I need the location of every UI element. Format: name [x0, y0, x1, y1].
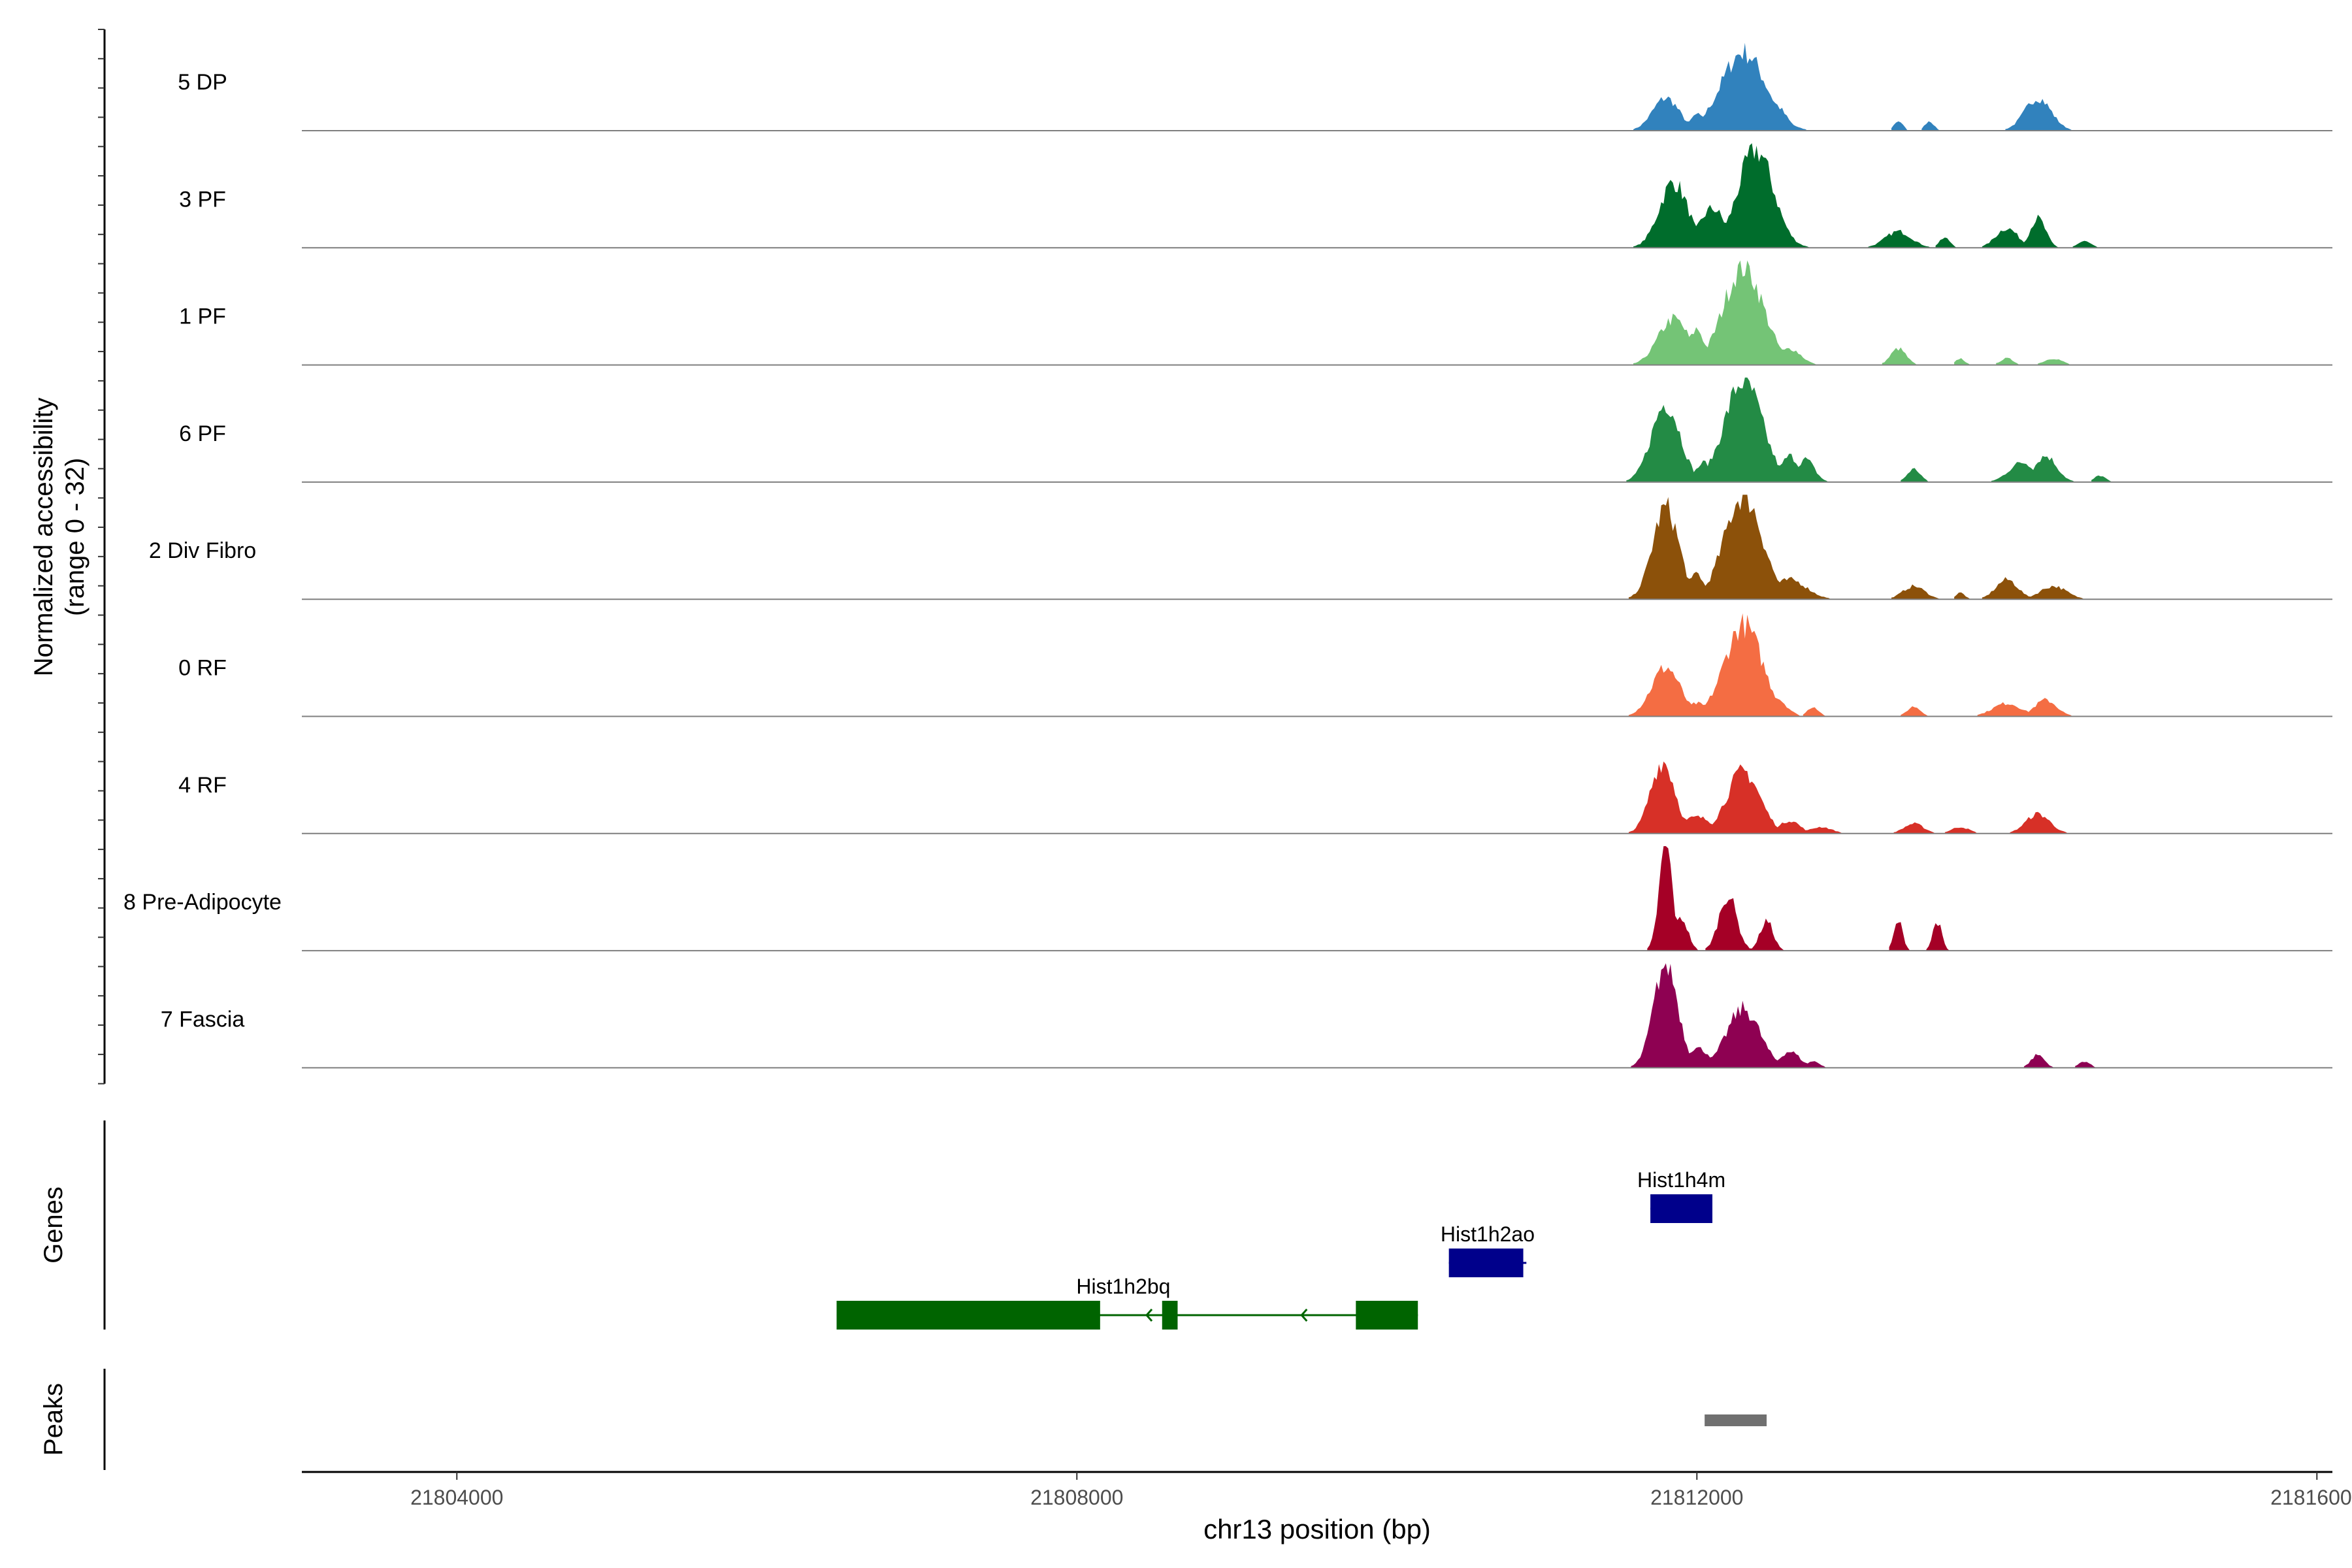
peaks-panel — [103, 1369, 1767, 1470]
x-tick-label: 21812000 — [1650, 1486, 1743, 1509]
gene-exon — [836, 1301, 1100, 1330]
genes-panel-label: Genes — [39, 1186, 68, 1264]
coverage-area — [1628, 761, 2068, 834]
x-axis-label: chr13 position (bp) — [1203, 1514, 1431, 1544]
gene-exon — [1448, 1249, 1524, 1277]
peaks-panel-label: Peaks — [39, 1383, 68, 1456]
track-7-fascia: 7 Fascia — [161, 963, 2332, 1069]
accessibility-axis — [98, 29, 106, 1085]
gene-exon — [1650, 1194, 1712, 1223]
track-label: 1 PF — [179, 304, 226, 329]
gene-label: Hist1h4m — [1637, 1168, 1725, 1192]
gene-exon — [1356, 1301, 1418, 1330]
coverage-area — [1647, 846, 1950, 951]
coverage-area — [1633, 260, 2070, 365]
gene-hist1h4m: Hist1h4m — [1637, 1168, 1725, 1223]
y-axis-sublabel: (range 0 - 32) — [61, 458, 90, 616]
coverage-area — [1626, 377, 2113, 482]
track-label: 8 Pre-Adipocyte — [123, 890, 282, 915]
gene-strand-arrow — [1300, 1309, 1308, 1322]
coverage-area — [1628, 613, 2073, 717]
track-label: 6 PF — [179, 421, 226, 446]
track-label: 0 RF — [178, 656, 227, 681]
track-2-div-fibro: 2 Div Fibro — [149, 495, 2332, 600]
track-0-rf: 0 RF — [178, 613, 2332, 717]
coverage-area — [1631, 963, 2097, 1068]
x-axis: 21804000 21808000 21812000 21816000 — [302, 1471, 2352, 1509]
y-axis-label: Normalized accessibility — [29, 397, 58, 676]
track-3-pf: 3 PF — [179, 143, 2332, 249]
peak-region — [1705, 1414, 1767, 1426]
x-tick-label: 21804000 — [410, 1486, 503, 1509]
gene-label: Hist1h2bq — [1076, 1275, 1170, 1298]
track-label: 2 Div Fibro — [149, 538, 256, 563]
x-tick-label: 21808000 — [1030, 1486, 1123, 1509]
track-5-dp: 5 DP — [178, 42, 2332, 131]
gene-label: Hist1h2ao — [1441, 1222, 1535, 1246]
gene-hist1h2bq: Hist1h2bq — [836, 1275, 1418, 1330]
genes-panel: Hist1h4m Hist1h2ao Hist1h2bq — [103, 1120, 1725, 1330]
track-6-pf: 6 PF — [179, 377, 2332, 483]
track-label: 3 PF — [179, 187, 226, 212]
track-4-rf: 4 RF — [178, 761, 2332, 834]
gene-hist1h2ao: Hist1h2ao — [1441, 1222, 1535, 1277]
gene-strand-arrow — [1145, 1309, 1153, 1322]
gene-exon — [1162, 1301, 1178, 1330]
track-label: 5 DP — [178, 70, 227, 95]
coverage-area — [1633, 143, 2099, 248]
track-1-pf: 1 PF — [179, 260, 2332, 366]
track-label: 4 RF — [178, 773, 227, 798]
x-tick-label: 21816000 — [2270, 1486, 2352, 1509]
coverage-area — [1633, 42, 2073, 131]
track-8-pre-adipocyte: 8 Pre-Adipocyte — [123, 846, 2332, 952]
track-label: 7 Fascia — [161, 1007, 245, 1032]
coverage-tracks: 5 DP 3 PF 1 PF 6 PF 2 Div Fibro 0 RF 4 RF 8 Pre… — [123, 42, 2332, 1069]
coverage-area — [1628, 495, 2085, 600]
